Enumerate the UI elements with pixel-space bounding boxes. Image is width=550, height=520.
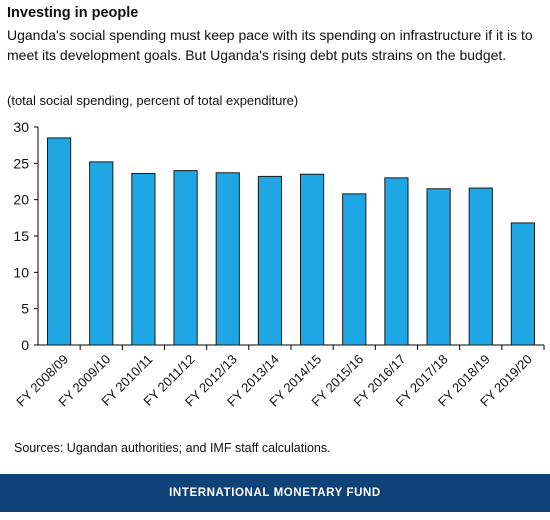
y-tick-label: 20 bbox=[13, 192, 29, 208]
bar bbox=[131, 173, 156, 346]
bar bbox=[384, 177, 409, 346]
y-tick-label: 5 bbox=[21, 301, 29, 317]
bar bbox=[215, 172, 240, 346]
unit-note: (total social spending, percent of total… bbox=[7, 93, 299, 108]
footer-bar: INTERNATIONAL MONETARY FUND bbox=[0, 474, 550, 512]
bar bbox=[46, 137, 72, 346]
bar bbox=[426, 188, 451, 346]
organization-name: INTERNATIONAL MONETARY FUND bbox=[169, 487, 381, 499]
bar bbox=[510, 222, 536, 346]
bar bbox=[257, 175, 283, 346]
y-tick-label: 25 bbox=[13, 155, 29, 171]
y-tick-label: 10 bbox=[13, 264, 29, 280]
bar bbox=[299, 173, 325, 346]
source-note: Sources: Ugandan authorities; and IMF st… bbox=[14, 441, 331, 455]
bar bbox=[173, 170, 198, 346]
y-tick-label: 15 bbox=[13, 228, 29, 244]
bar bbox=[468, 187, 493, 346]
y-tick-label: 30 bbox=[13, 119, 29, 135]
chart-subtitle: Uganda's social spending must keep pace … bbox=[7, 27, 533, 63]
chart-title: Investing in people bbox=[7, 5, 139, 21]
y-tick-label: 0 bbox=[21, 337, 29, 353]
bar bbox=[342, 193, 367, 346]
bar bbox=[89, 161, 114, 346]
